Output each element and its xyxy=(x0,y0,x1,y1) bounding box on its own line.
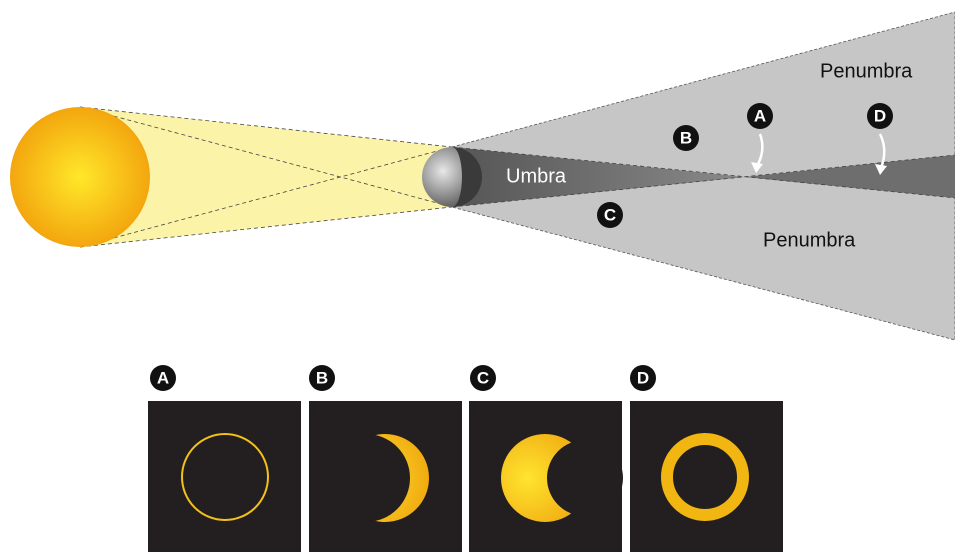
marker-circle xyxy=(747,103,773,129)
antumbra xyxy=(745,155,955,198)
penumbra-label: Penumbra xyxy=(763,229,856,251)
diagram: Penumbra Penumbra Umbra A B C D xyxy=(10,11,955,341)
marker-circle xyxy=(150,365,176,391)
panel-label: C xyxy=(477,368,489,387)
marker-circle xyxy=(630,365,656,391)
ring-thin xyxy=(181,433,269,521)
marker-circle xyxy=(309,365,335,391)
marker-label: D xyxy=(874,106,886,125)
light-cone xyxy=(80,107,452,247)
marker-label: A xyxy=(754,106,766,125)
panel xyxy=(148,401,301,552)
panel xyxy=(630,401,783,552)
marker-circle xyxy=(597,202,623,228)
dashed-lines xyxy=(79,106,955,248)
panel-label: A xyxy=(157,368,169,387)
umbra xyxy=(452,147,745,207)
umbra-label: Umbra xyxy=(506,165,567,187)
marker-circle xyxy=(673,125,699,151)
panels: A B C D xyxy=(148,365,783,552)
penumbra-label: Penumbra xyxy=(820,60,913,82)
ring-thick xyxy=(661,433,749,521)
sun xyxy=(10,107,150,247)
arrow-heads xyxy=(751,162,887,175)
marker-label: C xyxy=(604,205,616,224)
moon-dark-side xyxy=(452,147,482,207)
marker-label: B xyxy=(680,128,692,147)
panel-label: D xyxy=(637,368,649,387)
marker-circle xyxy=(470,365,496,391)
moon-disk xyxy=(322,434,410,522)
marker-circle xyxy=(867,103,893,129)
moon-disk xyxy=(547,440,623,516)
panel-label: B xyxy=(316,368,328,387)
